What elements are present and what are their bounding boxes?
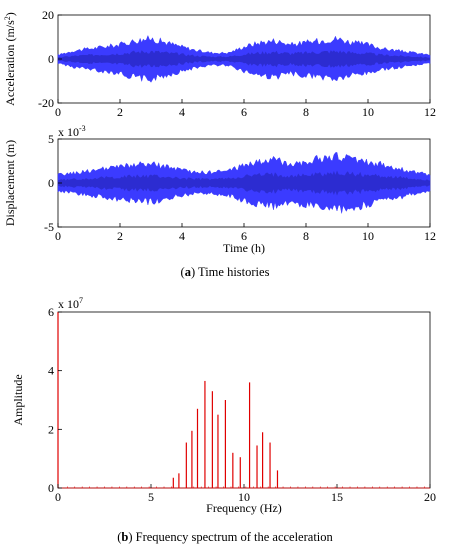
caption-frequency-spectrum: (b) Frequency spectrum of the accelerati… [117,530,333,544]
spectrum-y-axis-label: Amplitude [11,374,25,425]
acceleration-signal-area [57,34,431,83]
spectrum-y-tick-label: 0 [48,481,54,495]
displacement-signal-area [57,152,431,214]
displacement-y-tick-label: 0 [48,176,54,190]
displacement-x-tick-label: 10 [362,229,374,243]
acceleration-x-tick-label: 4 [179,105,185,119]
acceleration-x-tick-label: 2 [117,105,123,119]
acceleration-x-tick-label: 6 [241,105,247,119]
spectrum-x-tick-label: 20 [424,490,436,504]
caption-time-histories: (a) Time histories [180,265,270,279]
acceleration-x-tick-label: 0 [55,105,61,119]
displacement-x-tick-label: 8 [303,229,309,243]
displacement-y-tick-label: -5 [44,220,54,234]
spectrum-x-tick-label: 10 [238,490,250,504]
spectrum-x-tick-label: 0 [55,490,61,504]
spectrum-y-ticks: 0 2 4 6 [48,305,62,495]
spectrum-peaks [57,312,430,489]
spectrum-x-tick-label: 5 [148,490,154,504]
acceleration-y-tick-label: -20 [38,96,54,110]
displacement-y-tick-label: 5 [48,132,54,146]
displacement-exponent-label: x 10-3 [58,124,86,139]
acceleration-signal-envelope [57,34,431,83]
time-x-axis-label: Time (h) [223,241,265,255]
acceleration-y-tick-label: 20 [42,8,54,22]
acceleration-y-axis-label: Acceleration (m/s2) [3,12,17,106]
acceleration-y-ticks: -20 0 20 [38,8,62,110]
displacement-x-tick-label: 4 [179,229,185,243]
spectrum-y-tick-label: 2 [48,422,54,436]
displacement-x-tick-label: 2 [117,229,123,243]
spectrum-plot-frame [57,311,431,489]
frequency-x-axis-label: Frequency (Hz) [206,501,282,515]
spectrum-exponent-label: x 107 [58,296,83,311]
displacement-y-axis-label: Displacement (m) [3,140,17,226]
spectrum-y-tick-label: 4 [48,364,54,378]
displacement-x-tick-label: 6 [241,229,247,243]
spectrum-x-tick-label: 15 [331,490,343,504]
acceleration-signal-core [58,50,430,68]
displacement-panel: 0 2 4 6 8 10 12 -505 x 10-3 Displacement (m) T… [3,124,436,255]
acceleration-x-tick-label: 10 [362,105,374,119]
spectrum-y-tick-label: 6 [48,305,54,319]
spectrum-panel: 0 5 10 15 20 0 2 4 6 x 107 Amplitude Frequency … [11,296,436,515]
displacement-y-ticks: -5 0 5 [44,132,62,234]
displacement-x-ticks: 0 2 4 6 8 10 12 [55,223,436,243]
acceleration-x-tick-label: 12 [424,105,436,119]
acceleration-x-tick-label: 8 [303,105,309,119]
acceleration-y-tick-label: 0 [48,52,54,66]
displacement-signal-envelope [57,152,431,214]
displacement-x-tick-label: 12 [424,229,436,243]
spectrum-x-ticks: 0 5 10 15 20 [55,484,436,504]
displacement-signal-core [58,170,430,196]
acceleration-x-ticks: 0 2 4 6 8 10 12 [55,99,436,119]
displacement-x-tick-label: 0 [55,229,61,243]
